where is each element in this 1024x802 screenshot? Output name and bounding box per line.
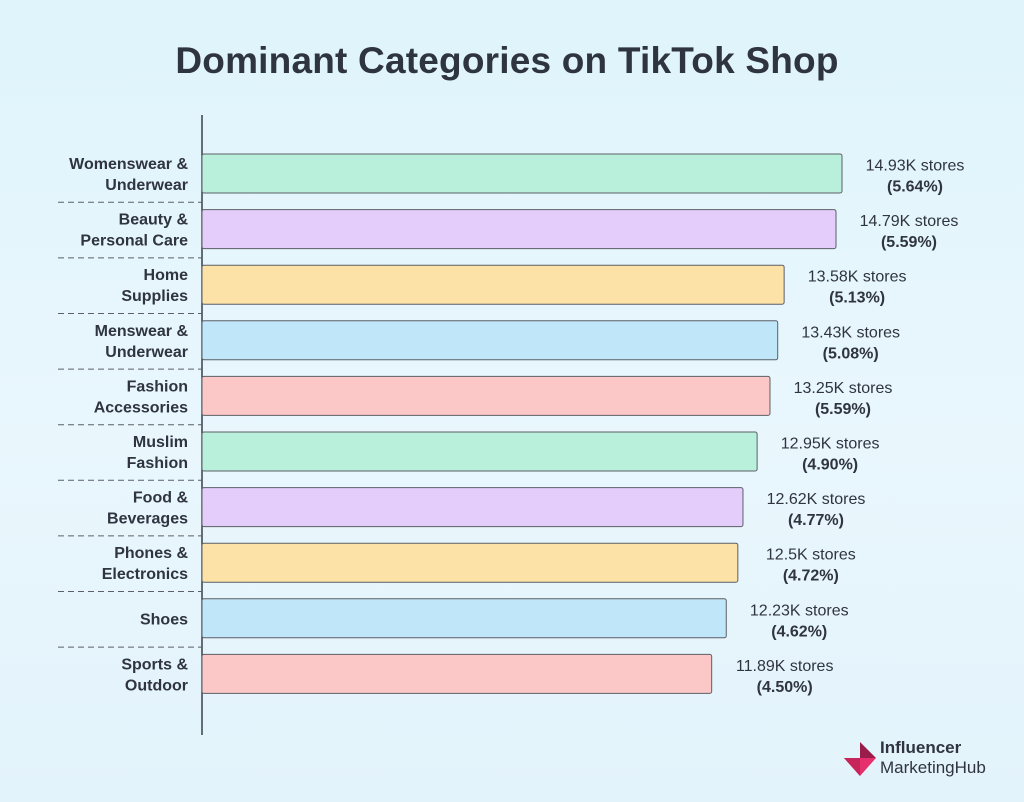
brand-name-line2: MarketingHub (880, 758, 986, 777)
bar (201, 598, 727, 639)
percent-label: (5.13%) (829, 290, 885, 307)
value-label: 12.95K stores (781, 436, 880, 453)
value-label: 13.43K stores (801, 324, 900, 341)
percent-label: (4.90%) (802, 457, 858, 474)
brand-name-line1: Influencer (880, 738, 962, 757)
value-label: 12.5K stores (766, 547, 856, 564)
chart-title: Dominant Categories on TikTok Shop (175, 40, 839, 81)
bar (201, 653, 713, 694)
percent-label: (4.62%) (771, 623, 827, 640)
category-label: Sports & Outdoor (121, 656, 188, 694)
bar (201, 209, 837, 250)
value-label: 13.58K stores (808, 269, 907, 286)
category-label: Beauty & Personal Care (80, 212, 188, 250)
percent-label: (5.64%) (887, 179, 943, 196)
brand-mark-icon (844, 742, 876, 776)
category-label: Menswear & Underwear (95, 323, 189, 361)
value-label: 14.93K stores (866, 158, 965, 175)
value-label: 13.25K stores (794, 380, 893, 397)
bar (201, 542, 739, 583)
category-label: Muslim Fashion (127, 434, 188, 472)
category-label: Shoes (140, 611, 188, 628)
category-label: Fashion Accessories (94, 378, 188, 416)
value-label: 11.89K stores (736, 658, 834, 675)
bar (201, 153, 843, 194)
bar (201, 431, 758, 472)
category-label: Phones & Electronics (102, 545, 189, 583)
percent-label: (4.77%) (788, 512, 844, 529)
percent-label: (5.59%) (881, 234, 937, 251)
bar (201, 375, 771, 416)
percent-label: (5.08%) (823, 345, 879, 362)
bar (201, 487, 744, 528)
bar (201, 320, 779, 361)
percent-label: (5.59%) (815, 401, 871, 418)
value-label: 12.23K stores (750, 602, 849, 619)
brand-logo: Influencer MarketingHub (842, 736, 1012, 786)
value-label: 12.62K stores (767, 491, 866, 508)
percent-label: (4.50%) (757, 679, 813, 696)
category-label: Home Supplies (121, 267, 188, 305)
percent-label: (4.72%) (783, 568, 839, 585)
value-label: 14.79K stores (860, 213, 959, 230)
category-label: Food & Beverages (107, 490, 188, 528)
bar (201, 264, 785, 305)
category-label: Womenswear & Underwear (69, 156, 188, 194)
